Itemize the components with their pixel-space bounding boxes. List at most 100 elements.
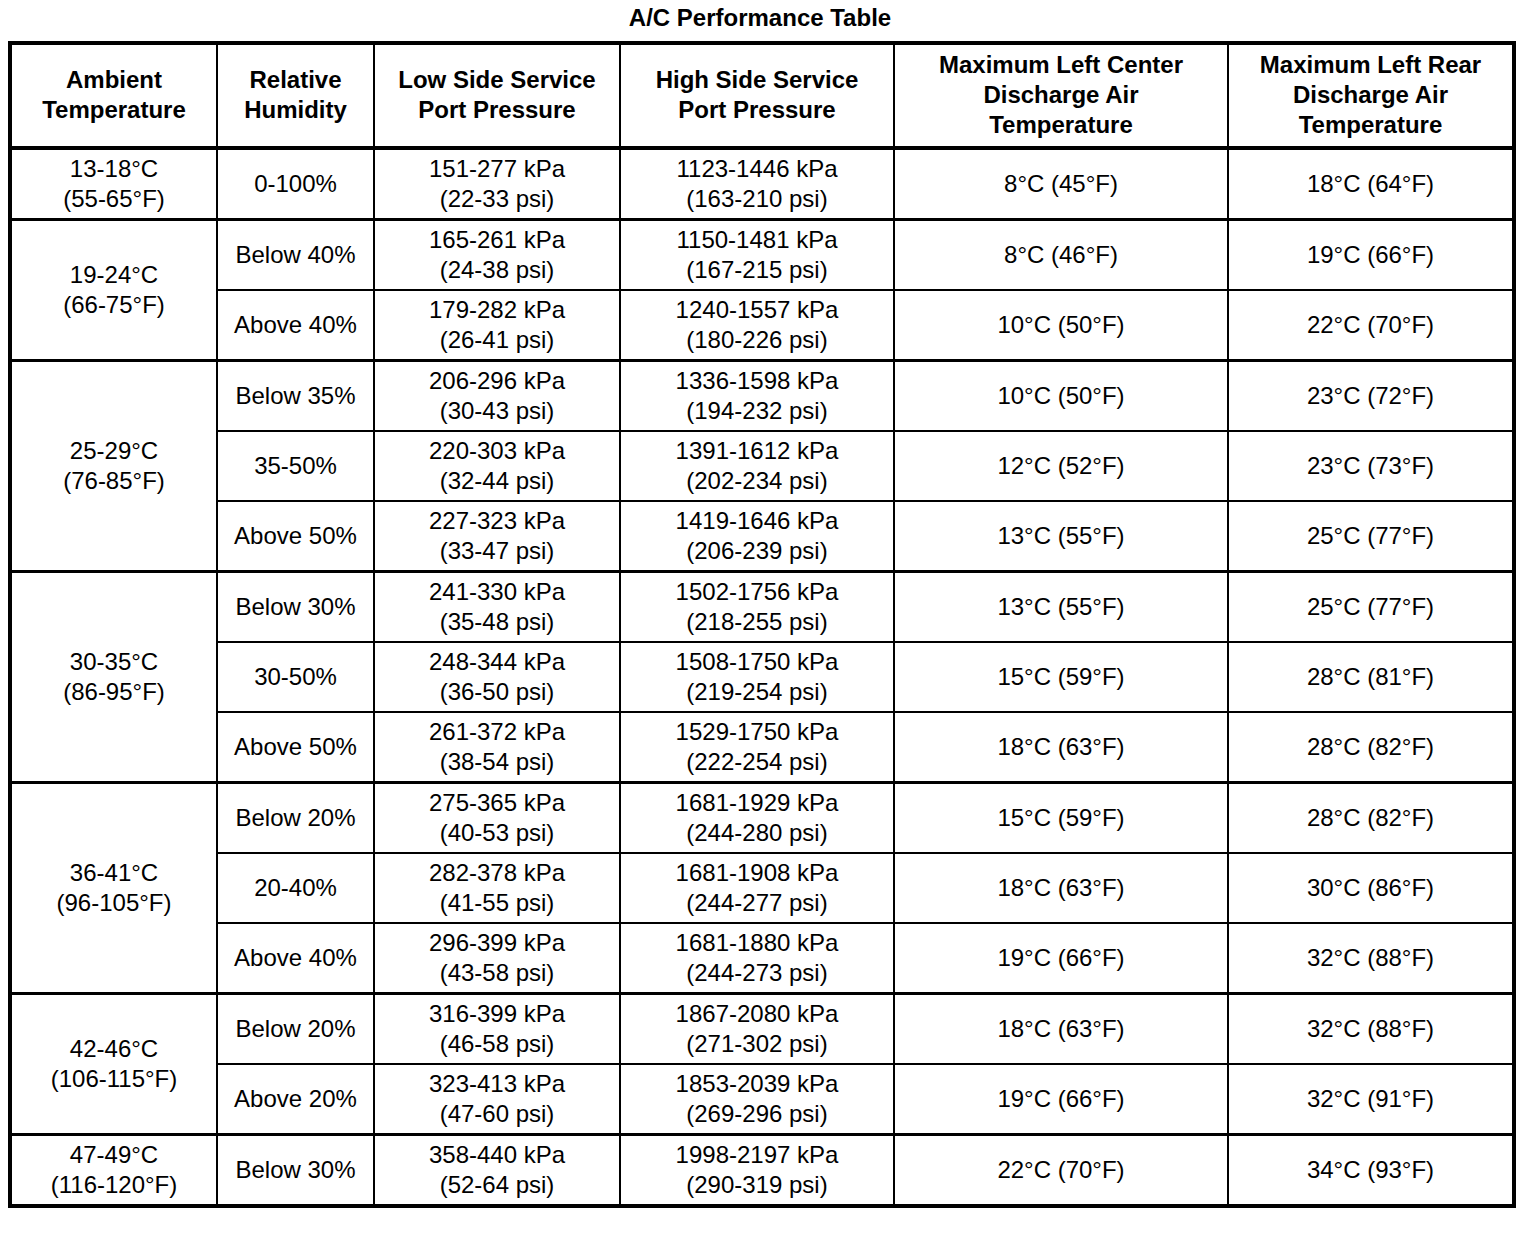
table-row: Above 40%296-399 kPa (43-58 psi)1681-188… — [10, 923, 1514, 994]
max-left-rear-temp-cell: 32°C (88°F) — [1228, 923, 1514, 994]
relative-humidity-cell: Below 30% — [217, 571, 374, 642]
low-side-pressure-cell: 261-372 kPa (38-54 psi) — [374, 712, 620, 783]
max-left-center-discharge-air-temperature-header: Maximum Left Center Discharge Air Temper… — [894, 43, 1228, 148]
max-left-rear-temp-cell: 30°C (86°F) — [1228, 853, 1514, 923]
header-row: Ambient TemperatureRelative HumidityLow … — [10, 43, 1514, 148]
high-side-pressure-cell: 1681-1908 kPa (244-277 psi) — [620, 853, 894, 923]
high-side-pressure-cell: 1529-1750 kPa (222-254 psi) — [620, 712, 894, 783]
ambient-temperature-cell: 30-35°C (86-95°F) — [10, 571, 217, 782]
max-left-center-temp-cell: 8°C (45°F) — [894, 148, 1228, 220]
max-left-rear-temp-cell: 22°C (70°F) — [1228, 290, 1514, 361]
ac-performance-table: Ambient TemperatureRelative HumidityLow … — [8, 41, 1516, 1208]
max-left-rear-temp-cell: 32°C (91°F) — [1228, 1064, 1514, 1135]
low-side-pressure-cell: 206-296 kPa (30-43 psi) — [374, 360, 620, 431]
max-left-center-temp-cell: 15°C (59°F) — [894, 642, 1228, 712]
max-left-center-temp-cell: 18°C (63°F) — [894, 853, 1228, 923]
max-left-center-temp-cell: 12°C (52°F) — [894, 431, 1228, 501]
relative-humidity-cell: 0-100% — [217, 148, 374, 220]
low-side-pressure-cell: 220-303 kPa (32-44 psi) — [374, 431, 620, 501]
relative-humidity-cell: Above 40% — [217, 923, 374, 994]
low-side-pressure-cell: 241-330 kPa (35-48 psi) — [374, 571, 620, 642]
relative-humidity-cell: Below 35% — [217, 360, 374, 431]
max-left-rear-temp-cell: 28°C (82°F) — [1228, 712, 1514, 783]
max-left-rear-temp-cell: 19°C (66°F) — [1228, 219, 1514, 290]
relative-humidity-cell: 20-40% — [217, 853, 374, 923]
ambient-temperature-cell: 36-41°C (96-105°F) — [10, 782, 217, 993]
max-left-center-temp-cell: 13°C (55°F) — [894, 501, 1228, 572]
low-side-pressure-cell: 358-440 kPa (52-64 psi) — [374, 1134, 620, 1206]
relative-humidity-cell: Above 50% — [217, 501, 374, 572]
relative-humidity-header: Relative Humidity — [217, 43, 374, 148]
table-body: 13-18°C (55-65°F)0-100%151-277 kPa (22-3… — [10, 148, 1514, 1206]
relative-humidity-cell: Below 40% — [217, 219, 374, 290]
high-side-pressure-cell: 1853-2039 kPa (269-296 psi) — [620, 1064, 894, 1135]
high-side-pressure-cell: 1998-2197 kPa (290-319 psi) — [620, 1134, 894, 1206]
high-side-pressure-cell: 1240-1557 kPa (180-226 psi) — [620, 290, 894, 361]
relative-humidity-cell: Above 50% — [217, 712, 374, 783]
relative-humidity-cell: 35-50% — [217, 431, 374, 501]
table-row: 35-50%220-303 kPa (32-44 psi)1391-1612 k… — [10, 431, 1514, 501]
max-left-center-temp-cell: 19°C (66°F) — [894, 923, 1228, 994]
low-side-service-port-pressure-header: Low Side Service Port Pressure — [374, 43, 620, 148]
relative-humidity-cell: Above 20% — [217, 1064, 374, 1135]
low-side-pressure-cell: 151-277 kPa (22-33 psi) — [374, 148, 620, 220]
low-side-pressure-cell: 282-378 kPa (41-55 psi) — [374, 853, 620, 923]
max-left-center-temp-cell: 8°C (46°F) — [894, 219, 1228, 290]
max-left-rear-temp-cell: 25°C (77°F) — [1228, 501, 1514, 572]
max-left-center-temp-cell: 10°C (50°F) — [894, 360, 1228, 431]
table-row: 20-40%282-378 kPa (41-55 psi)1681-1908 k… — [10, 853, 1514, 923]
relative-humidity-cell: Below 30% — [217, 1134, 374, 1206]
table-row: 47-49°C (116-120°F)Below 30%358-440 kPa … — [10, 1134, 1514, 1206]
ambient-temperature-header: Ambient Temperature — [10, 43, 217, 148]
max-left-rear-temp-cell: 18°C (64°F) — [1228, 148, 1514, 220]
high-side-service-port-pressure-header: High Side Service Port Pressure — [620, 43, 894, 148]
max-left-center-temp-cell: 15°C (59°F) — [894, 782, 1228, 853]
max-left-rear-temp-cell: 28°C (82°F) — [1228, 782, 1514, 853]
table-row: 42-46°C (106-115°F)Below 20%316-399 kPa … — [10, 993, 1514, 1064]
high-side-pressure-cell: 1150-1481 kPa (167-215 psi) — [620, 219, 894, 290]
max-left-rear-discharge-air-temperature-header: Maximum Left Rear Discharge Air Temperat… — [1228, 43, 1514, 148]
max-left-center-temp-cell: 13°C (55°F) — [894, 571, 1228, 642]
low-side-pressure-cell: 296-399 kPa (43-58 psi) — [374, 923, 620, 994]
table-row: Above 40%179-282 kPa (26-41 psi)1240-155… — [10, 290, 1514, 361]
high-side-pressure-cell: 1681-1880 kPa (244-273 psi) — [620, 923, 894, 994]
ambient-temperature-cell: 19-24°C (66-75°F) — [10, 219, 217, 360]
table-row: Above 20%323-413 kPa (47-60 psi)1853-203… — [10, 1064, 1514, 1135]
low-side-pressure-cell: 323-413 kPa (47-60 psi) — [374, 1064, 620, 1135]
high-side-pressure-cell: 1419-1646 kPa (206-239 psi) — [620, 501, 894, 572]
max-left-center-temp-cell: 10°C (50°F) — [894, 290, 1228, 361]
table-row: 36-41°C (96-105°F)Below 20%275-365 kPa (… — [10, 782, 1514, 853]
table-row: 19-24°C (66-75°F)Below 40%165-261 kPa (2… — [10, 219, 1514, 290]
relative-humidity-cell: Above 40% — [217, 290, 374, 361]
high-side-pressure-cell: 1336-1598 kPa (194-232 psi) — [620, 360, 894, 431]
page-title: A/C Performance Table — [8, 2, 1512, 41]
max-left-rear-temp-cell: 28°C (81°F) — [1228, 642, 1514, 712]
relative-humidity-cell: Below 20% — [217, 993, 374, 1064]
low-side-pressure-cell: 275-365 kPa (40-53 psi) — [374, 782, 620, 853]
document-page: A/C Performance Table Ambient Temperatur… — [0, 0, 1520, 1216]
ambient-temperature-cell: 42-46°C (106-115°F) — [10, 993, 217, 1134]
table-row: 25-29°C (76-85°F)Below 35%206-296 kPa (3… — [10, 360, 1514, 431]
max-left-rear-temp-cell: 32°C (88°F) — [1228, 993, 1514, 1064]
max-left-center-temp-cell: 22°C (70°F) — [894, 1134, 1228, 1206]
relative-humidity-cell: Below 20% — [217, 782, 374, 853]
low-side-pressure-cell: 179-282 kPa (26-41 psi) — [374, 290, 620, 361]
high-side-pressure-cell: 1502-1756 kPa (218-255 psi) — [620, 571, 894, 642]
table-row: 13-18°C (55-65°F)0-100%151-277 kPa (22-3… — [10, 148, 1514, 220]
table-row: Above 50%261-372 kPa (38-54 psi)1529-175… — [10, 712, 1514, 783]
low-side-pressure-cell: 316-399 kPa (46-58 psi) — [374, 993, 620, 1064]
max-left-center-temp-cell: 18°C (63°F) — [894, 993, 1228, 1064]
low-side-pressure-cell: 227-323 kPa (33-47 psi) — [374, 501, 620, 572]
high-side-pressure-cell: 1508-1750 kPa (219-254 psi) — [620, 642, 894, 712]
low-side-pressure-cell: 165-261 kPa (24-38 psi) — [374, 219, 620, 290]
max-left-rear-temp-cell: 25°C (77°F) — [1228, 571, 1514, 642]
max-left-rear-temp-cell: 23°C (73°F) — [1228, 431, 1514, 501]
table-row: 30-50%248-344 kPa (36-50 psi)1508-1750 k… — [10, 642, 1514, 712]
max-left-rear-temp-cell: 23°C (72°F) — [1228, 360, 1514, 431]
ambient-temperature-cell: 13-18°C (55-65°F) — [10, 148, 217, 220]
table-header: Ambient TemperatureRelative HumidityLow … — [10, 43, 1514, 148]
table-row: Above 50%227-323 kPa (33-47 psi)1419-164… — [10, 501, 1514, 572]
high-side-pressure-cell: 1681-1929 kPa (244-280 psi) — [620, 782, 894, 853]
high-side-pressure-cell: 1123-1446 kPa (163-210 psi) — [620, 148, 894, 220]
ambient-temperature-cell: 47-49°C (116-120°F) — [10, 1134, 217, 1206]
